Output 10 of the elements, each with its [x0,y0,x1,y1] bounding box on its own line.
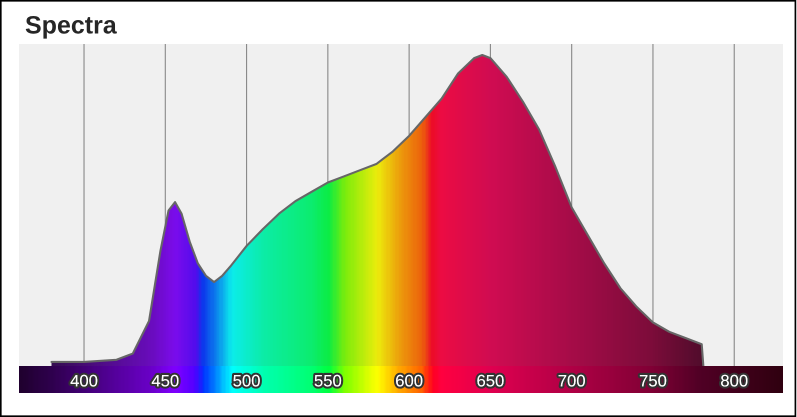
x-tick-label: 650 [477,374,504,387]
x-tick-label: 750 [640,374,666,387]
chart-title: Spectra [26,16,117,39]
x-tick-label: 550 [314,374,342,387]
x-tick-label: 600 [396,374,422,387]
x-tick-label: 800 [721,374,748,387]
x-tick-label: 400 [70,374,98,387]
x-tick-label: 450 [152,374,179,387]
x-tick-label: 700 [558,374,585,387]
x-tick-label: 500 [233,374,260,387]
